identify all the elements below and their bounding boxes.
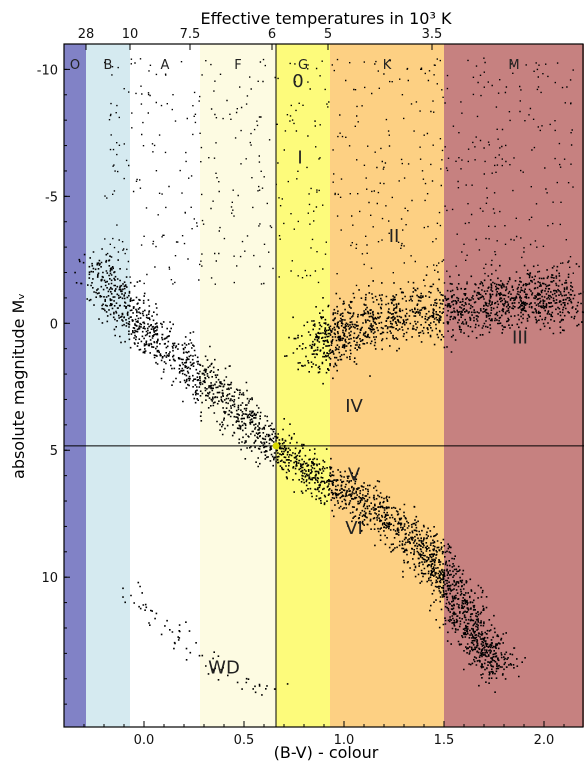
axis-ticks: 0.0 0.5 1.0 1.5 2.0 -10 -5 0 5 10 28 10 7.5 6 5 3.5 — [37, 27, 565, 748]
luminosity-class-label-ii: II — [389, 226, 400, 247]
y-tick-label: 0 — [50, 317, 58, 332]
top-tick-label: 28 — [78, 27, 95, 42]
spectral-class-label-m: M — [508, 58, 519, 73]
spectral-band-g — [276, 44, 330, 727]
top-axis-title: Effective temperatures in 10³ K — [201, 9, 452, 28]
spectral-class-label-g: G — [298, 58, 308, 73]
spectral-class-label-b: B — [104, 58, 113, 73]
top-tick-label: 7.5 — [180, 27, 201, 42]
luminosity-class-label-iv: IV — [345, 396, 363, 417]
x-tick-label: 0.5 — [234, 733, 255, 748]
spectral-band-b — [86, 44, 130, 727]
spectral-class-label-o: O — [70, 58, 80, 73]
y-tick-label: 10 — [41, 571, 58, 586]
spectral-class-label-k: K — [383, 58, 392, 73]
spectral-class-label-a: A — [161, 58, 170, 73]
spectral-class-label-f: F — [234, 58, 241, 73]
x-tick-label: 1.0 — [334, 733, 355, 748]
luminosity-class-label-wd: WD — [208, 658, 240, 679]
top-tick-label: 6 — [268, 27, 276, 42]
top-tick-label: 10 — [122, 27, 139, 42]
luminosity-class-label-iii: III — [512, 328, 528, 349]
spectral-band-m — [444, 44, 584, 727]
x-tick-label: 1.5 — [434, 733, 455, 748]
x-tick-label: 2.0 — [534, 733, 555, 748]
reference-lines — [64, 44, 584, 727]
y-tick-label: -10 — [37, 63, 58, 78]
top-tick-label: 3.5 — [422, 27, 443, 42]
y-axis-title: absolute magnitude Mᵥ — [9, 293, 28, 479]
spectral-band-k — [330, 44, 444, 727]
sun-marker — [272, 442, 280, 450]
spectral-band-o — [64, 44, 86, 727]
y-tick-label: -5 — [45, 190, 58, 205]
luminosity-class-label-vi: VI — [345, 518, 363, 539]
luminosity-class-label-v: V — [348, 465, 361, 486]
luminosity-class-label-i: I — [297, 147, 302, 168]
luminosity-class-label-0: 0 — [292, 71, 303, 92]
x-tick-label: 0.0 — [134, 733, 155, 748]
spectral-class-bands — [64, 44, 584, 727]
y-tick-label: 5 — [50, 444, 58, 459]
x-axis-title: (B-V) - colour — [274, 743, 379, 762]
top-tick-label: 5 — [324, 27, 332, 42]
